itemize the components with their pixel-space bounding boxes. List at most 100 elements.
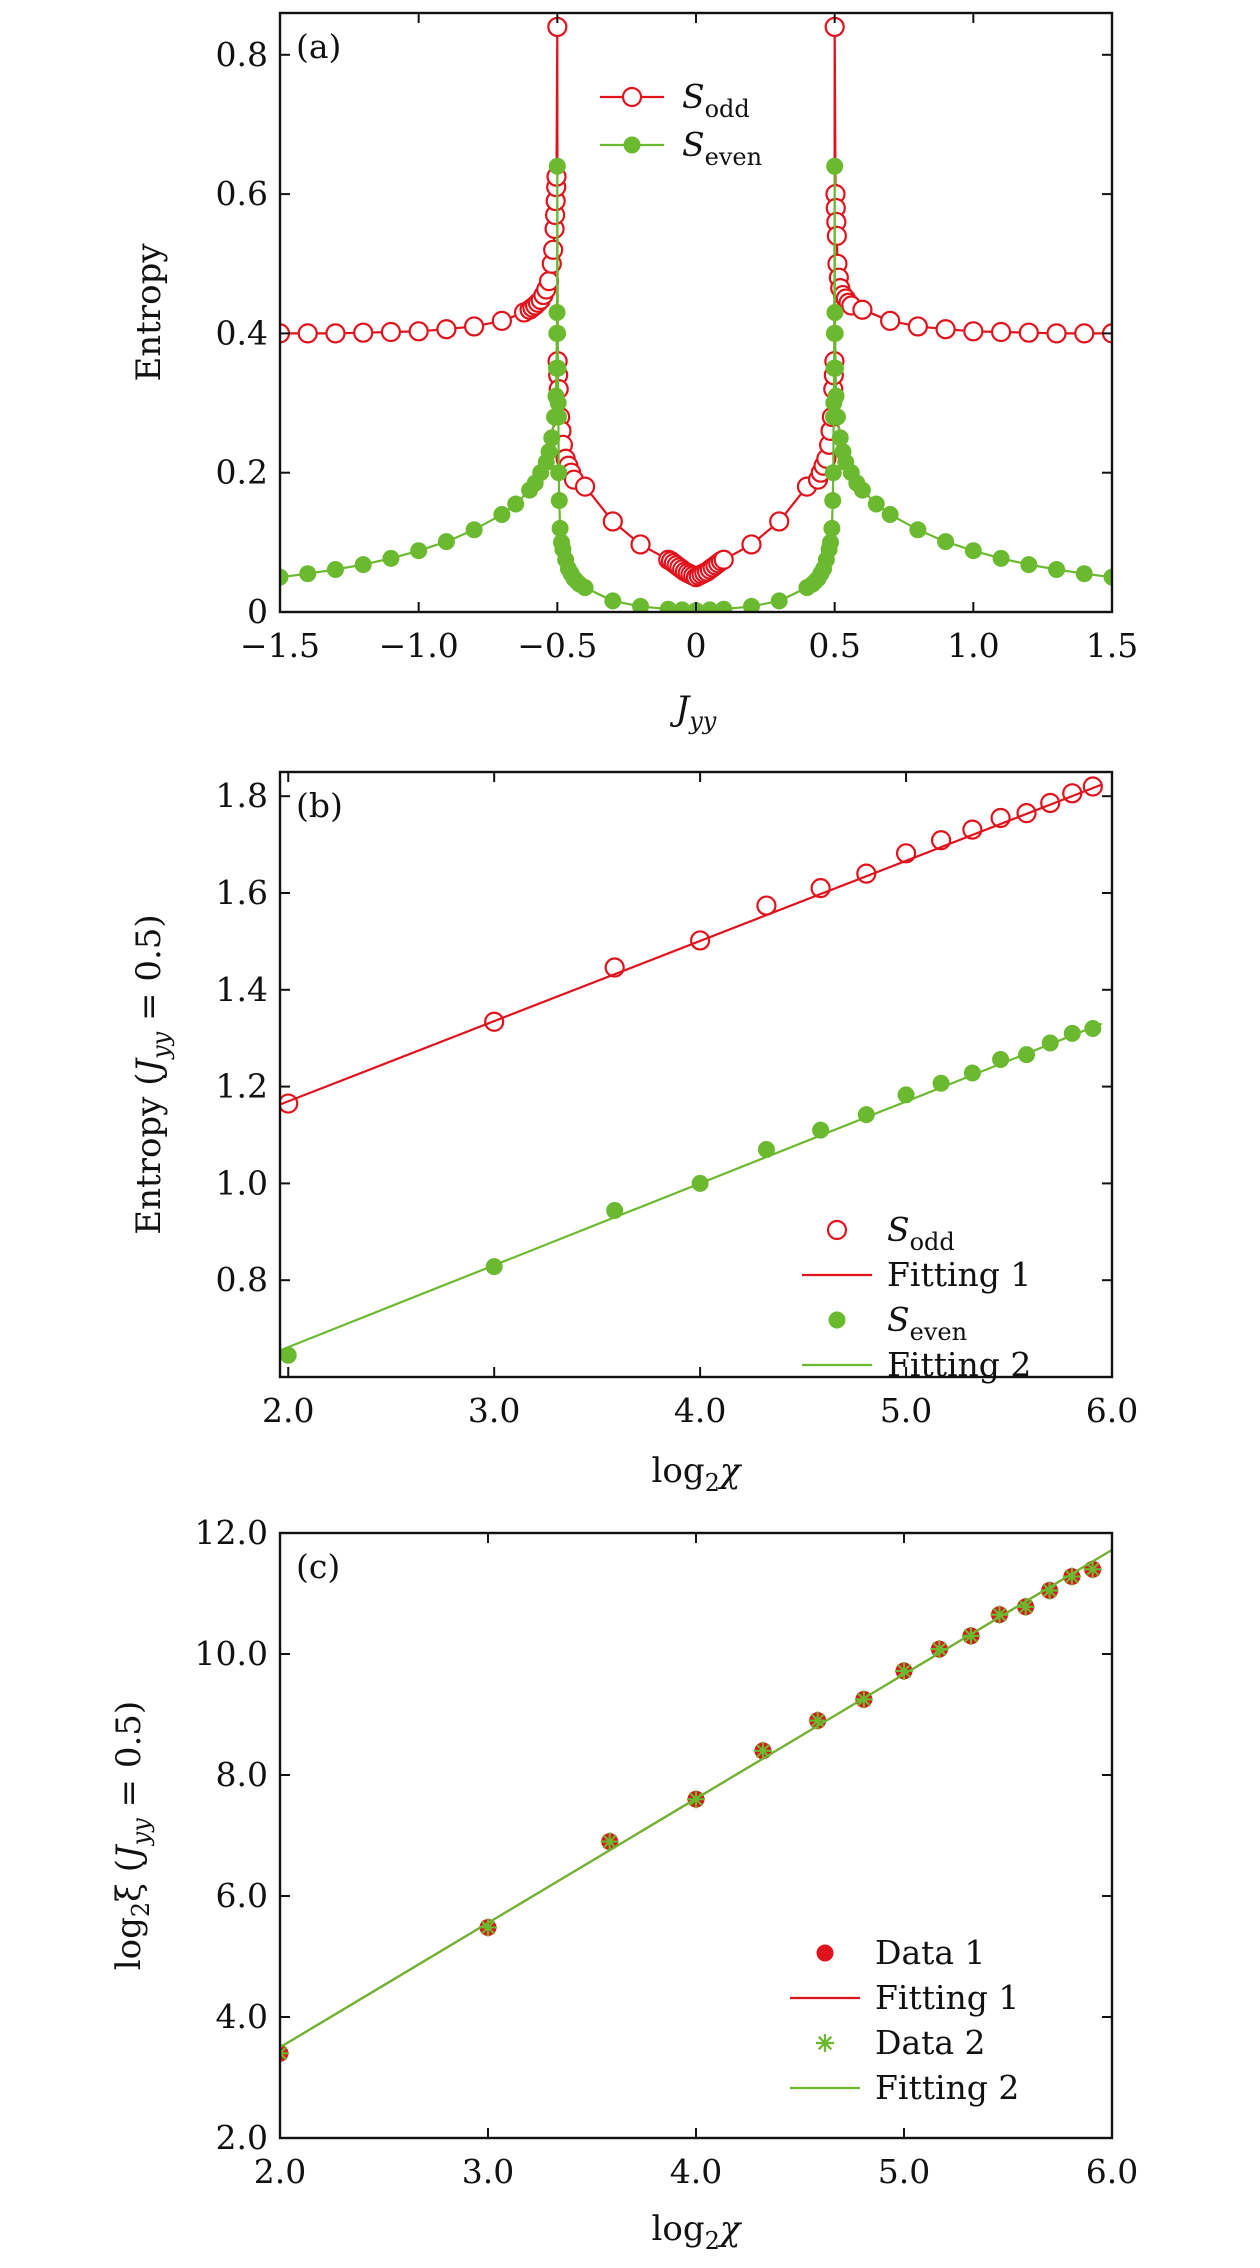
series-line-a-1	[280, 166, 1112, 612]
ytick-label-c-12: 12.0	[195, 1513, 268, 1552]
legend-label-c-0: Data 1	[875, 1933, 986, 1972]
point-c-2-11	[1016, 1597, 1035, 1616]
point-a-1-44	[715, 600, 733, 612]
x-axis-label-a: Jyy	[670, 689, 717, 735]
ytick-label-a-0p8: 0.8	[216, 35, 268, 74]
xtick-label-c-2: 2.0	[254, 2152, 306, 2191]
axes-frame-b	[278, 770, 1114, 1379]
point-a-0-92	[1046, 323, 1067, 344]
point-a-0-93	[1074, 323, 1095, 344]
point-a-1-64	[826, 304, 844, 321]
xtick-label-b-3: 3.0	[468, 1391, 520, 1430]
point-c-2-8	[930, 1640, 949, 1659]
point-c-2-2	[600, 1832, 619, 1851]
legend-label-b-0: Sodd	[887, 1210, 955, 1256]
point-a-1-27	[550, 492, 568, 510]
point-a-0-2	[325, 323, 346, 344]
point-a-1-3	[354, 556, 372, 574]
plot-area-b	[280, 776, 1103, 1364]
point-a-1-25	[549, 408, 567, 426]
xtick-label-a-0p5: 0.5	[808, 626, 860, 665]
point-a-1-26	[550, 464, 568, 482]
point-a-1-56	[823, 519, 841, 537]
series-line-b-3	[280, 1022, 1103, 1352]
point-a-1-24	[549, 394, 567, 412]
point-a-0-85	[852, 299, 873, 320]
series-c-fitting-2	[280, 1548, 1112, 2049]
point-c-2-1	[479, 1918, 497, 1937]
ytick-label-c-8: 8.0	[216, 1755, 268, 1794]
point-a-1-2	[326, 561, 344, 579]
point-a-1-84	[1103, 568, 1112, 586]
ytick-label-a-0p2: 0.2	[216, 453, 268, 492]
point-a-1-68	[828, 408, 846, 426]
series-line-c-3	[280, 1548, 1112, 2049]
x-axis-label-c: log2χ	[652, 2209, 743, 2255]
legend-label-c-2: Data 2	[875, 2023, 986, 2062]
xtick-label-b-5: 5.0	[880, 1391, 932, 1430]
point-a-1-46	[770, 592, 788, 610]
point-a-0-5	[408, 321, 429, 342]
legend-marker-b-2	[828, 1311, 846, 1329]
point-a-0-87	[907, 316, 928, 337]
y-axis-label-a: Entropy	[129, 243, 169, 382]
panel-c: 2.0 3.0 4.0 5.0 6.0 2.0 4.0 6.0 8.0 10.0 12.0 (c) lo…	[109, 1513, 1138, 2255]
point-a-1-38	[604, 592, 622, 610]
xtick-label-c-3: 3.0	[462, 2152, 514, 2191]
point-a-1-8	[493, 505, 511, 523]
point-a-1-76	[881, 505, 899, 523]
point-a-0-6	[436, 319, 457, 340]
point-b-2-4	[757, 1141, 775, 1159]
point-a-0-17	[538, 271, 560, 292]
y-axis-label-b: Entropy (Jyy = 0.5)	[129, 914, 175, 1234]
point-a-1-37	[576, 579, 594, 597]
ytick-label-c-2: 2.0	[216, 2118, 268, 2157]
plot-area-c	[280, 1548, 1112, 2063]
point-a-1-57	[824, 492, 842, 510]
point-b-0-7	[895, 843, 917, 864]
series-b-fitting-1	[280, 783, 1103, 1106]
xtick-label-c-6: 6.0	[1086, 2152, 1138, 2191]
point-a-1-69	[831, 429, 849, 447]
xtick-label-b-4: 4.0	[674, 1391, 726, 1430]
legend-c: Data 1 Fitting 1 Data 2 Fitting 2	[790, 1933, 1019, 2107]
point-a-1-77	[909, 521, 927, 539]
legend-label-a-1: Seven	[682, 125, 762, 171]
point-a-0-59	[713, 549, 734, 570]
point-a-1-74	[853, 481, 871, 499]
ytick-label-a-0p6: 0.6	[216, 174, 268, 213]
ytick-label-c-10: 10.0	[195, 1634, 268, 1673]
xtick-label-a-m1p5: −1.5	[240, 626, 320, 665]
series-c-data-2	[280, 1560, 1102, 2063]
ytick-label-c-6: 6.0	[216, 1876, 268, 1915]
point-a-0-89	[963, 321, 984, 342]
point-a-1-80	[992, 549, 1010, 567]
point-a-1-6	[437, 533, 455, 551]
point-a-1-15	[543, 429, 561, 447]
point-a-1-43	[701, 601, 719, 612]
panel-label-b: (b)	[296, 786, 343, 825]
point-c-2-12	[1040, 1581, 1059, 1600]
point-a-0-4	[380, 321, 402, 343]
ytick-label-b-0p8: 0.8	[216, 1260, 268, 1299]
point-a-1-0	[280, 568, 289, 586]
point-a-0-91	[1018, 322, 1039, 343]
point-c-2-10	[990, 1605, 1009, 1624]
point-c-2-7	[895, 1661, 913, 1680]
xtick-label-b-6: 6.0	[1086, 1391, 1138, 1430]
ytick-label-a-0p4: 0.4	[216, 313, 268, 352]
point-a-1-40	[659, 600, 677, 612]
point-a-0-77	[826, 225, 847, 246]
xtick-label-b-2: 2.0	[262, 1391, 314, 1430]
point-a-0-88	[935, 319, 956, 340]
series-b-s-even	[280, 1020, 1102, 1364]
point-b-2-8	[932, 1074, 950, 1092]
xtick-label-a-1: 1.0	[947, 626, 999, 665]
point-a-1-67	[827, 387, 845, 405]
legend-label-b-1: Fitting 1	[887, 1255, 1031, 1294]
ytick-label-b-1p8: 1.8	[216, 776, 268, 815]
point-a-1-23	[549, 359, 567, 377]
legend-label-a-0: Sodd	[682, 77, 750, 123]
legend-label-c-1: Fitting 1	[875, 1978, 1019, 2017]
